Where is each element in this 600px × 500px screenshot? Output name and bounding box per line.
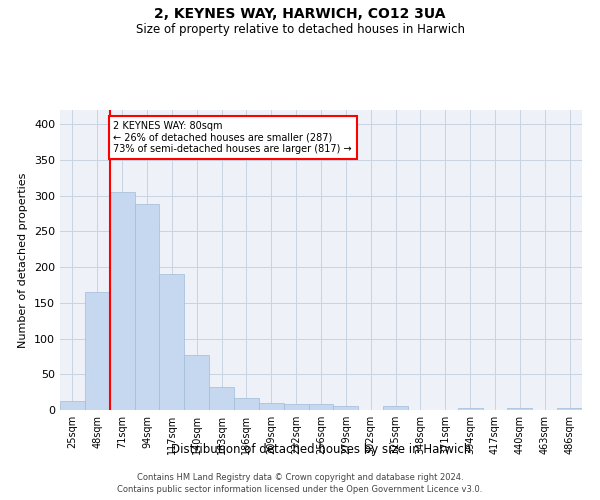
Bar [284, 404, 308, 410]
Bar [160, 274, 184, 410]
Bar [557, 408, 582, 410]
Text: 2, KEYNES WAY, HARWICH, CO12 3UA: 2, KEYNES WAY, HARWICH, CO12 3UA [154, 8, 446, 22]
Text: Contains public sector information licensed under the Open Government Licence v3: Contains public sector information licen… [118, 485, 482, 494]
Y-axis label: Number of detached properties: Number of detached properties [19, 172, 28, 348]
Bar [209, 387, 234, 410]
Bar [110, 192, 134, 410]
Bar [234, 398, 259, 410]
Bar [308, 404, 334, 410]
Bar [60, 400, 85, 410]
Text: Distribution of detached houses by size in Harwich: Distribution of detached houses by size … [171, 442, 471, 456]
Bar [334, 406, 358, 410]
Text: Contains HM Land Registry data © Crown copyright and database right 2024.: Contains HM Land Registry data © Crown c… [137, 472, 463, 482]
Bar [259, 403, 284, 410]
Bar [383, 406, 408, 410]
Bar [85, 292, 110, 410]
Bar [458, 408, 482, 410]
Bar [184, 355, 209, 410]
Bar [134, 204, 160, 410]
Text: 2 KEYNES WAY: 80sqm
← 26% of detached houses are smaller (287)
73% of semi-detac: 2 KEYNES WAY: 80sqm ← 26% of detached ho… [113, 120, 352, 154]
Bar [508, 408, 532, 410]
Text: Size of property relative to detached houses in Harwich: Size of property relative to detached ho… [136, 22, 464, 36]
